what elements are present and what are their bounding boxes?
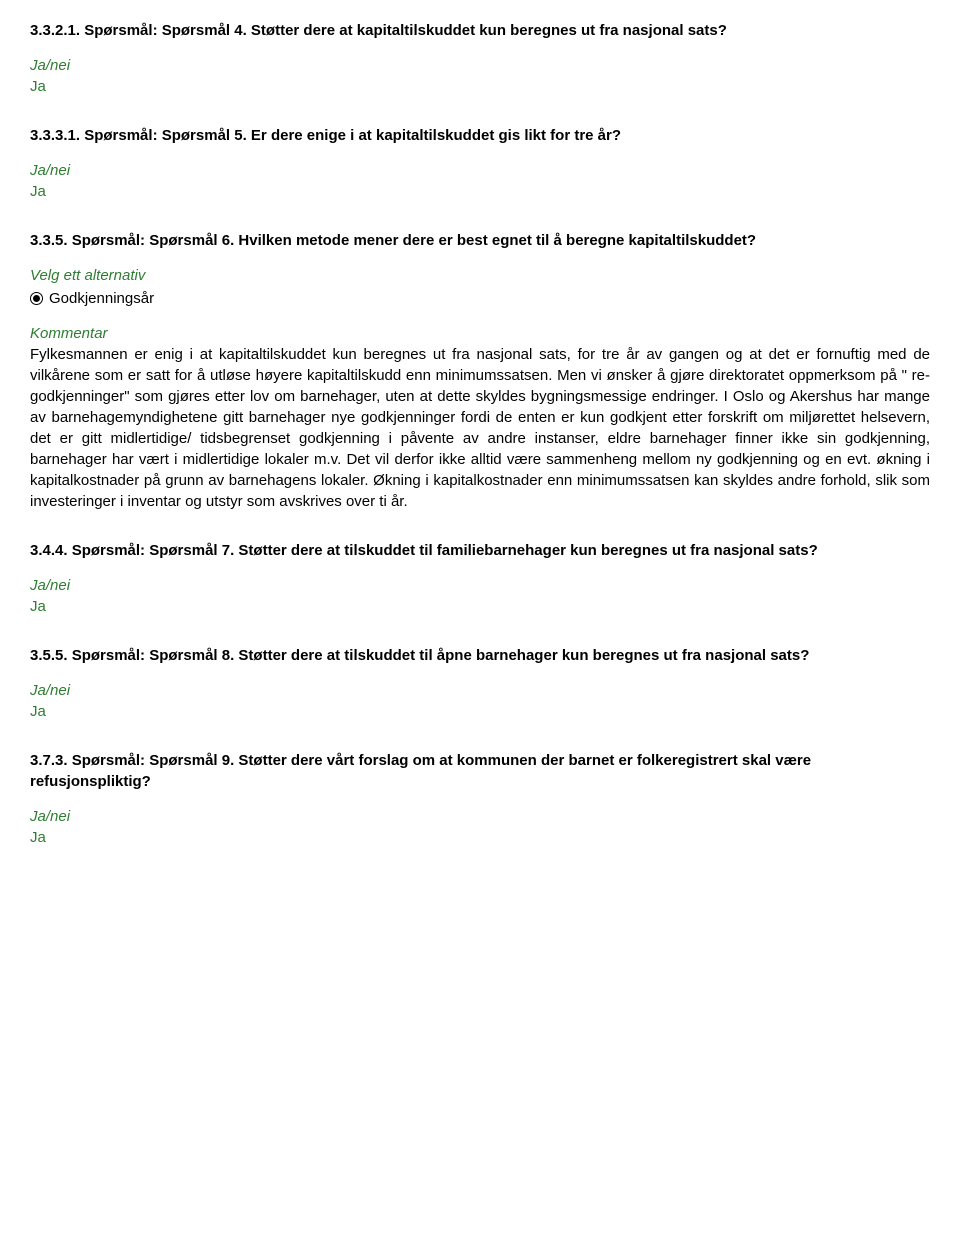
answer-value: Ja <box>30 596 930 617</box>
question-block-4: 3.3.2.1. Spørsmål: Spørsmål 4. Støtter d… <box>30 20 930 97</box>
answer-value: Ja <box>30 827 930 848</box>
janei-label: Ja/nei <box>30 160 930 181</box>
radio-option-row[interactable]: Godkjenningsår <box>30 288 930 309</box>
question-heading: 3.7.3. Spørsmål: Spørsmål 9. Støtter der… <box>30 750 930 792</box>
radio-selected-icon <box>30 292 43 305</box>
question-block-9: 3.7.3. Spørsmål: Spørsmål 9. Støtter der… <box>30 750 930 848</box>
radio-option-label: Godkjenningsår <box>49 288 154 309</box>
question-heading: 3.3.2.1. Spørsmål: Spørsmål 4. Støtter d… <box>30 20 930 41</box>
question-block-7: 3.4.4. Spørsmål: Spørsmål 7. Støtter der… <box>30 540 930 617</box>
kommentar-body: Fylkesmannen er enig i at kapitaltilskud… <box>30 344 930 512</box>
question-heading: 3.5.5. Spørsmål: Spørsmål 8. Støtter der… <box>30 645 930 666</box>
question-block-6: 3.3.5. Spørsmål: Spørsmål 6. Hvilken met… <box>30 230 930 512</box>
question-block-5: 3.3.3.1. Spørsmål: Spørsmål 5. Er dere e… <box>30 125 930 202</box>
answer-value: Ja <box>30 76 930 97</box>
janei-label: Ja/nei <box>30 575 930 596</box>
answer-value: Ja <box>30 181 930 202</box>
question-heading: 3.3.3.1. Spørsmål: Spørsmål 5. Er dere e… <box>30 125 930 146</box>
janei-label: Ja/nei <box>30 806 930 827</box>
janei-label: Ja/nei <box>30 55 930 76</box>
question-heading: 3.4.4. Spørsmål: Spørsmål 7. Støtter der… <box>30 540 930 561</box>
question-heading: 3.3.5. Spørsmål: Spørsmål 6. Hvilken met… <box>30 230 930 251</box>
janei-label: Ja/nei <box>30 680 930 701</box>
question-block-8: 3.5.5. Spørsmål: Spørsmål 8. Støtter der… <box>30 645 930 722</box>
answer-value: Ja <box>30 701 930 722</box>
kommentar-label: Kommentar <box>30 323 930 344</box>
alternative-label: Velg ett alternativ <box>30 265 930 286</box>
